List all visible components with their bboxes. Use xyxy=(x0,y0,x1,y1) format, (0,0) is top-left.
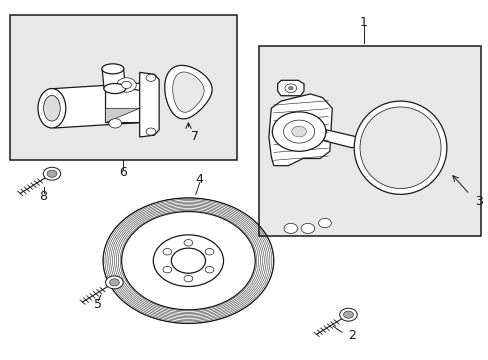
Text: 5: 5 xyxy=(94,298,102,311)
Ellipse shape xyxy=(359,107,440,189)
Ellipse shape xyxy=(102,64,123,74)
Circle shape xyxy=(272,112,325,151)
Ellipse shape xyxy=(103,84,125,94)
Text: 7: 7 xyxy=(190,130,198,144)
Circle shape xyxy=(283,120,314,143)
Ellipse shape xyxy=(43,95,60,121)
Circle shape xyxy=(146,128,156,135)
Circle shape xyxy=(284,224,297,233)
Text: 3: 3 xyxy=(474,195,482,208)
Circle shape xyxy=(47,170,57,177)
Circle shape xyxy=(183,275,192,282)
Circle shape xyxy=(163,266,171,273)
Polygon shape xyxy=(268,94,331,166)
Circle shape xyxy=(105,276,123,289)
Polygon shape xyxy=(172,72,203,112)
Circle shape xyxy=(109,119,122,128)
Bar xyxy=(10,15,237,160)
Ellipse shape xyxy=(353,101,446,194)
Circle shape xyxy=(205,248,213,255)
Circle shape xyxy=(318,219,330,228)
Text: 4: 4 xyxy=(195,173,203,186)
Circle shape xyxy=(163,248,171,255)
Polygon shape xyxy=(102,69,125,89)
Circle shape xyxy=(117,78,136,92)
Circle shape xyxy=(301,224,314,233)
Polygon shape xyxy=(105,108,140,123)
Polygon shape xyxy=(164,66,212,119)
Circle shape xyxy=(43,167,61,180)
Polygon shape xyxy=(277,80,304,96)
Circle shape xyxy=(109,279,119,286)
Ellipse shape xyxy=(38,89,66,128)
Circle shape xyxy=(339,308,357,321)
Circle shape xyxy=(146,74,156,81)
Circle shape xyxy=(183,239,192,246)
Text: 1: 1 xyxy=(359,16,367,29)
Circle shape xyxy=(343,311,353,318)
Text: 2: 2 xyxy=(347,329,355,342)
Circle shape xyxy=(291,126,306,137)
Circle shape xyxy=(205,266,213,273)
Text: 8: 8 xyxy=(40,190,47,203)
Circle shape xyxy=(122,81,131,89)
Polygon shape xyxy=(323,130,362,148)
Polygon shape xyxy=(105,89,152,123)
Polygon shape xyxy=(140,72,159,137)
Polygon shape xyxy=(54,83,140,128)
Circle shape xyxy=(171,248,205,273)
Circle shape xyxy=(153,235,223,287)
Circle shape xyxy=(285,84,296,93)
Bar xyxy=(259,45,480,235)
Circle shape xyxy=(122,212,255,310)
Circle shape xyxy=(288,86,293,90)
Text: 6: 6 xyxy=(119,166,126,179)
